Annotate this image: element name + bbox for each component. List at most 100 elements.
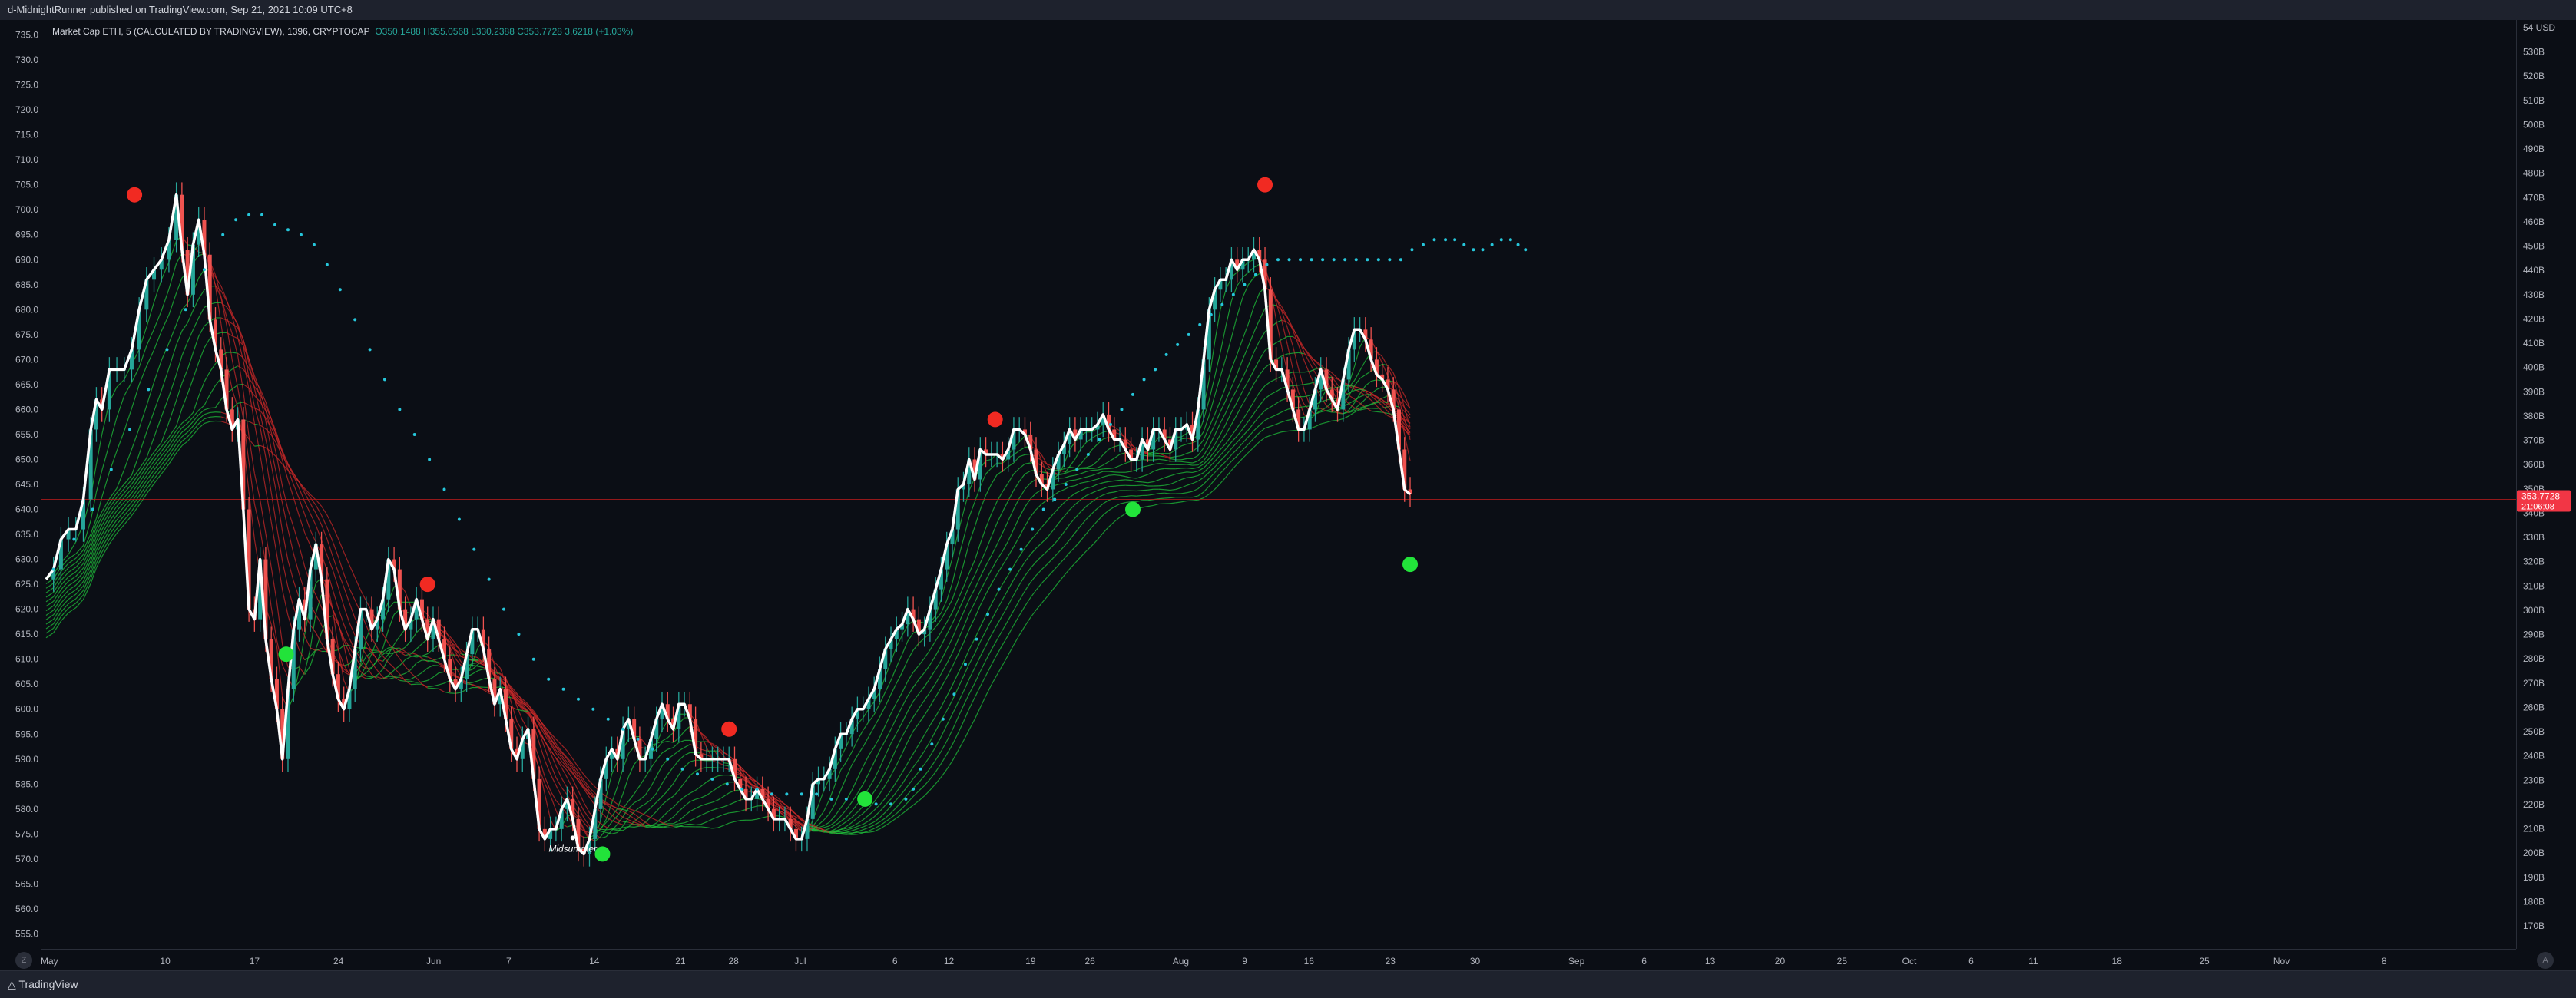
ribbon-segment bbox=[327, 555, 333, 570]
ribbon-segment bbox=[154, 474, 162, 484]
series-legend[interactable]: Market Cap ETH, 5 (CALCULATED BY TRADING… bbox=[52, 26, 633, 37]
time-tick-label: 11 bbox=[2028, 956, 2038, 967]
ribbon-segment bbox=[891, 733, 896, 743]
trend-dot bbox=[800, 792, 803, 795]
ribbon-segment bbox=[874, 768, 879, 779]
chart-canvas[interactable]: Midsummer bbox=[41, 20, 2516, 949]
trend-dot bbox=[1031, 528, 1034, 531]
ribbon-segment bbox=[1086, 438, 1091, 442]
ribbon-segment bbox=[539, 719, 545, 726]
ribbon-segment bbox=[349, 603, 355, 618]
auto-scale-right-button[interactable]: A bbox=[2537, 952, 2554, 969]
trend-dot bbox=[986, 613, 989, 616]
ribbon-segment bbox=[886, 806, 891, 812]
ribbon-segment bbox=[925, 742, 930, 751]
ribbon-segment bbox=[1075, 512, 1081, 518]
left-tick-label: 630.0 bbox=[15, 554, 38, 565]
ribbon-segment bbox=[1109, 492, 1114, 493]
ribbon-segment bbox=[841, 830, 846, 831]
ribbon-segment bbox=[1248, 448, 1253, 453]
ribbon-segment bbox=[952, 702, 958, 714]
ribbon-segment bbox=[1260, 332, 1265, 341]
ribbon-segment bbox=[61, 603, 68, 612]
ribbon-segment bbox=[701, 782, 707, 786]
ribbon-segment bbox=[1036, 603, 1041, 610]
trend-dot bbox=[1220, 303, 1223, 306]
right-tick-label: 360B bbox=[2523, 459, 2545, 470]
ribbon-segment bbox=[124, 516, 132, 525]
ribbon-segment bbox=[182, 437, 187, 441]
ribbon-segment bbox=[1326, 409, 1332, 411]
ribbon-segment bbox=[930, 747, 935, 756]
ribbon-segment bbox=[902, 660, 908, 672]
footer-bar: △ TradingView bbox=[0, 970, 2576, 998]
ribbon-segment bbox=[1193, 447, 1198, 451]
ribbon-segment bbox=[1092, 479, 1098, 481]
ribbon-segment bbox=[684, 775, 690, 782]
right-tick-label: 250B bbox=[2523, 726, 2545, 737]
ribbon-segment bbox=[293, 581, 299, 598]
right-tick-label: 410B bbox=[2523, 338, 2545, 349]
ribbon-segment bbox=[1270, 425, 1276, 427]
ribbon-segment bbox=[1231, 374, 1237, 387]
chart-pane[interactable]: Midsummer bbox=[41, 20, 2516, 949]
time-tick-label: 6 bbox=[1641, 956, 1647, 967]
ribbon-segment bbox=[612, 832, 618, 834]
ribbon-segment bbox=[193, 362, 198, 378]
ribbon-segment bbox=[992, 610, 997, 620]
ribbon-segment bbox=[204, 421, 210, 423]
ribbon-segment bbox=[1086, 471, 1091, 472]
auto-scale-left-button[interactable]: Z bbox=[15, 952, 32, 969]
ribbon-segment bbox=[561, 745, 567, 751]
ribbon-segment bbox=[1187, 484, 1192, 486]
trend-dot bbox=[1333, 258, 1336, 261]
ribbon-segment bbox=[1170, 474, 1175, 476]
ribbon-segment bbox=[1282, 398, 1287, 401]
ribbon-segment bbox=[147, 382, 154, 406]
ribbon-segment bbox=[874, 717, 879, 727]
sell-signal-dot bbox=[127, 187, 142, 203]
ribbon-segment bbox=[952, 600, 958, 613]
ribbon-segment bbox=[61, 586, 68, 594]
ribbon-segment bbox=[187, 378, 193, 394]
ribbon-segment bbox=[1109, 486, 1114, 487]
time-tick-label: 8 bbox=[2382, 956, 2387, 967]
ribbon-segment bbox=[841, 778, 846, 791]
ribbon-segment bbox=[1070, 480, 1075, 481]
ribbon-segment bbox=[1154, 480, 1159, 482]
time-tick-label: 30 bbox=[1470, 956, 1481, 967]
ribbon-segment bbox=[131, 491, 139, 502]
ribbon-segment bbox=[674, 775, 679, 783]
tradingview-logo[interactable]: △ TradingView bbox=[8, 978, 78, 991]
ribbon-segment bbox=[154, 464, 162, 474]
ribbon-segment bbox=[606, 797, 611, 800]
ribbon-segment bbox=[679, 816, 684, 821]
ribbon-segment bbox=[618, 768, 623, 787]
ribbon-segment bbox=[1109, 447, 1114, 450]
ribbon-segment bbox=[835, 831, 840, 832]
right-tick-label: 460B bbox=[2523, 216, 2545, 227]
ribbon-segment bbox=[986, 635, 992, 646]
ribbon-segment bbox=[969, 589, 975, 600]
time-tick-label: 6 bbox=[1968, 956, 1974, 967]
ribbon-segment bbox=[1405, 395, 1410, 408]
ribbon-segment bbox=[1204, 478, 1209, 484]
ribbon-segment bbox=[333, 570, 338, 587]
ribbon-segment bbox=[919, 751, 924, 759]
time-tick-label: Jun bbox=[426, 956, 441, 967]
ribbon-segment bbox=[1147, 489, 1153, 490]
ribbon-segment bbox=[283, 561, 288, 587]
ribbon-segment bbox=[746, 772, 751, 777]
ribbon-segment bbox=[992, 523, 997, 537]
ribbon-segment bbox=[1114, 465, 1120, 468]
ribbon-segment bbox=[718, 775, 723, 776]
ribbon-segment bbox=[1137, 485, 1142, 486]
ribbon-segment bbox=[623, 821, 628, 822]
ribbon-segment bbox=[1086, 502, 1091, 507]
ribbon-segment bbox=[869, 828, 874, 831]
ribbon-segment bbox=[154, 451, 162, 461]
ribbon-segment bbox=[913, 801, 919, 805]
